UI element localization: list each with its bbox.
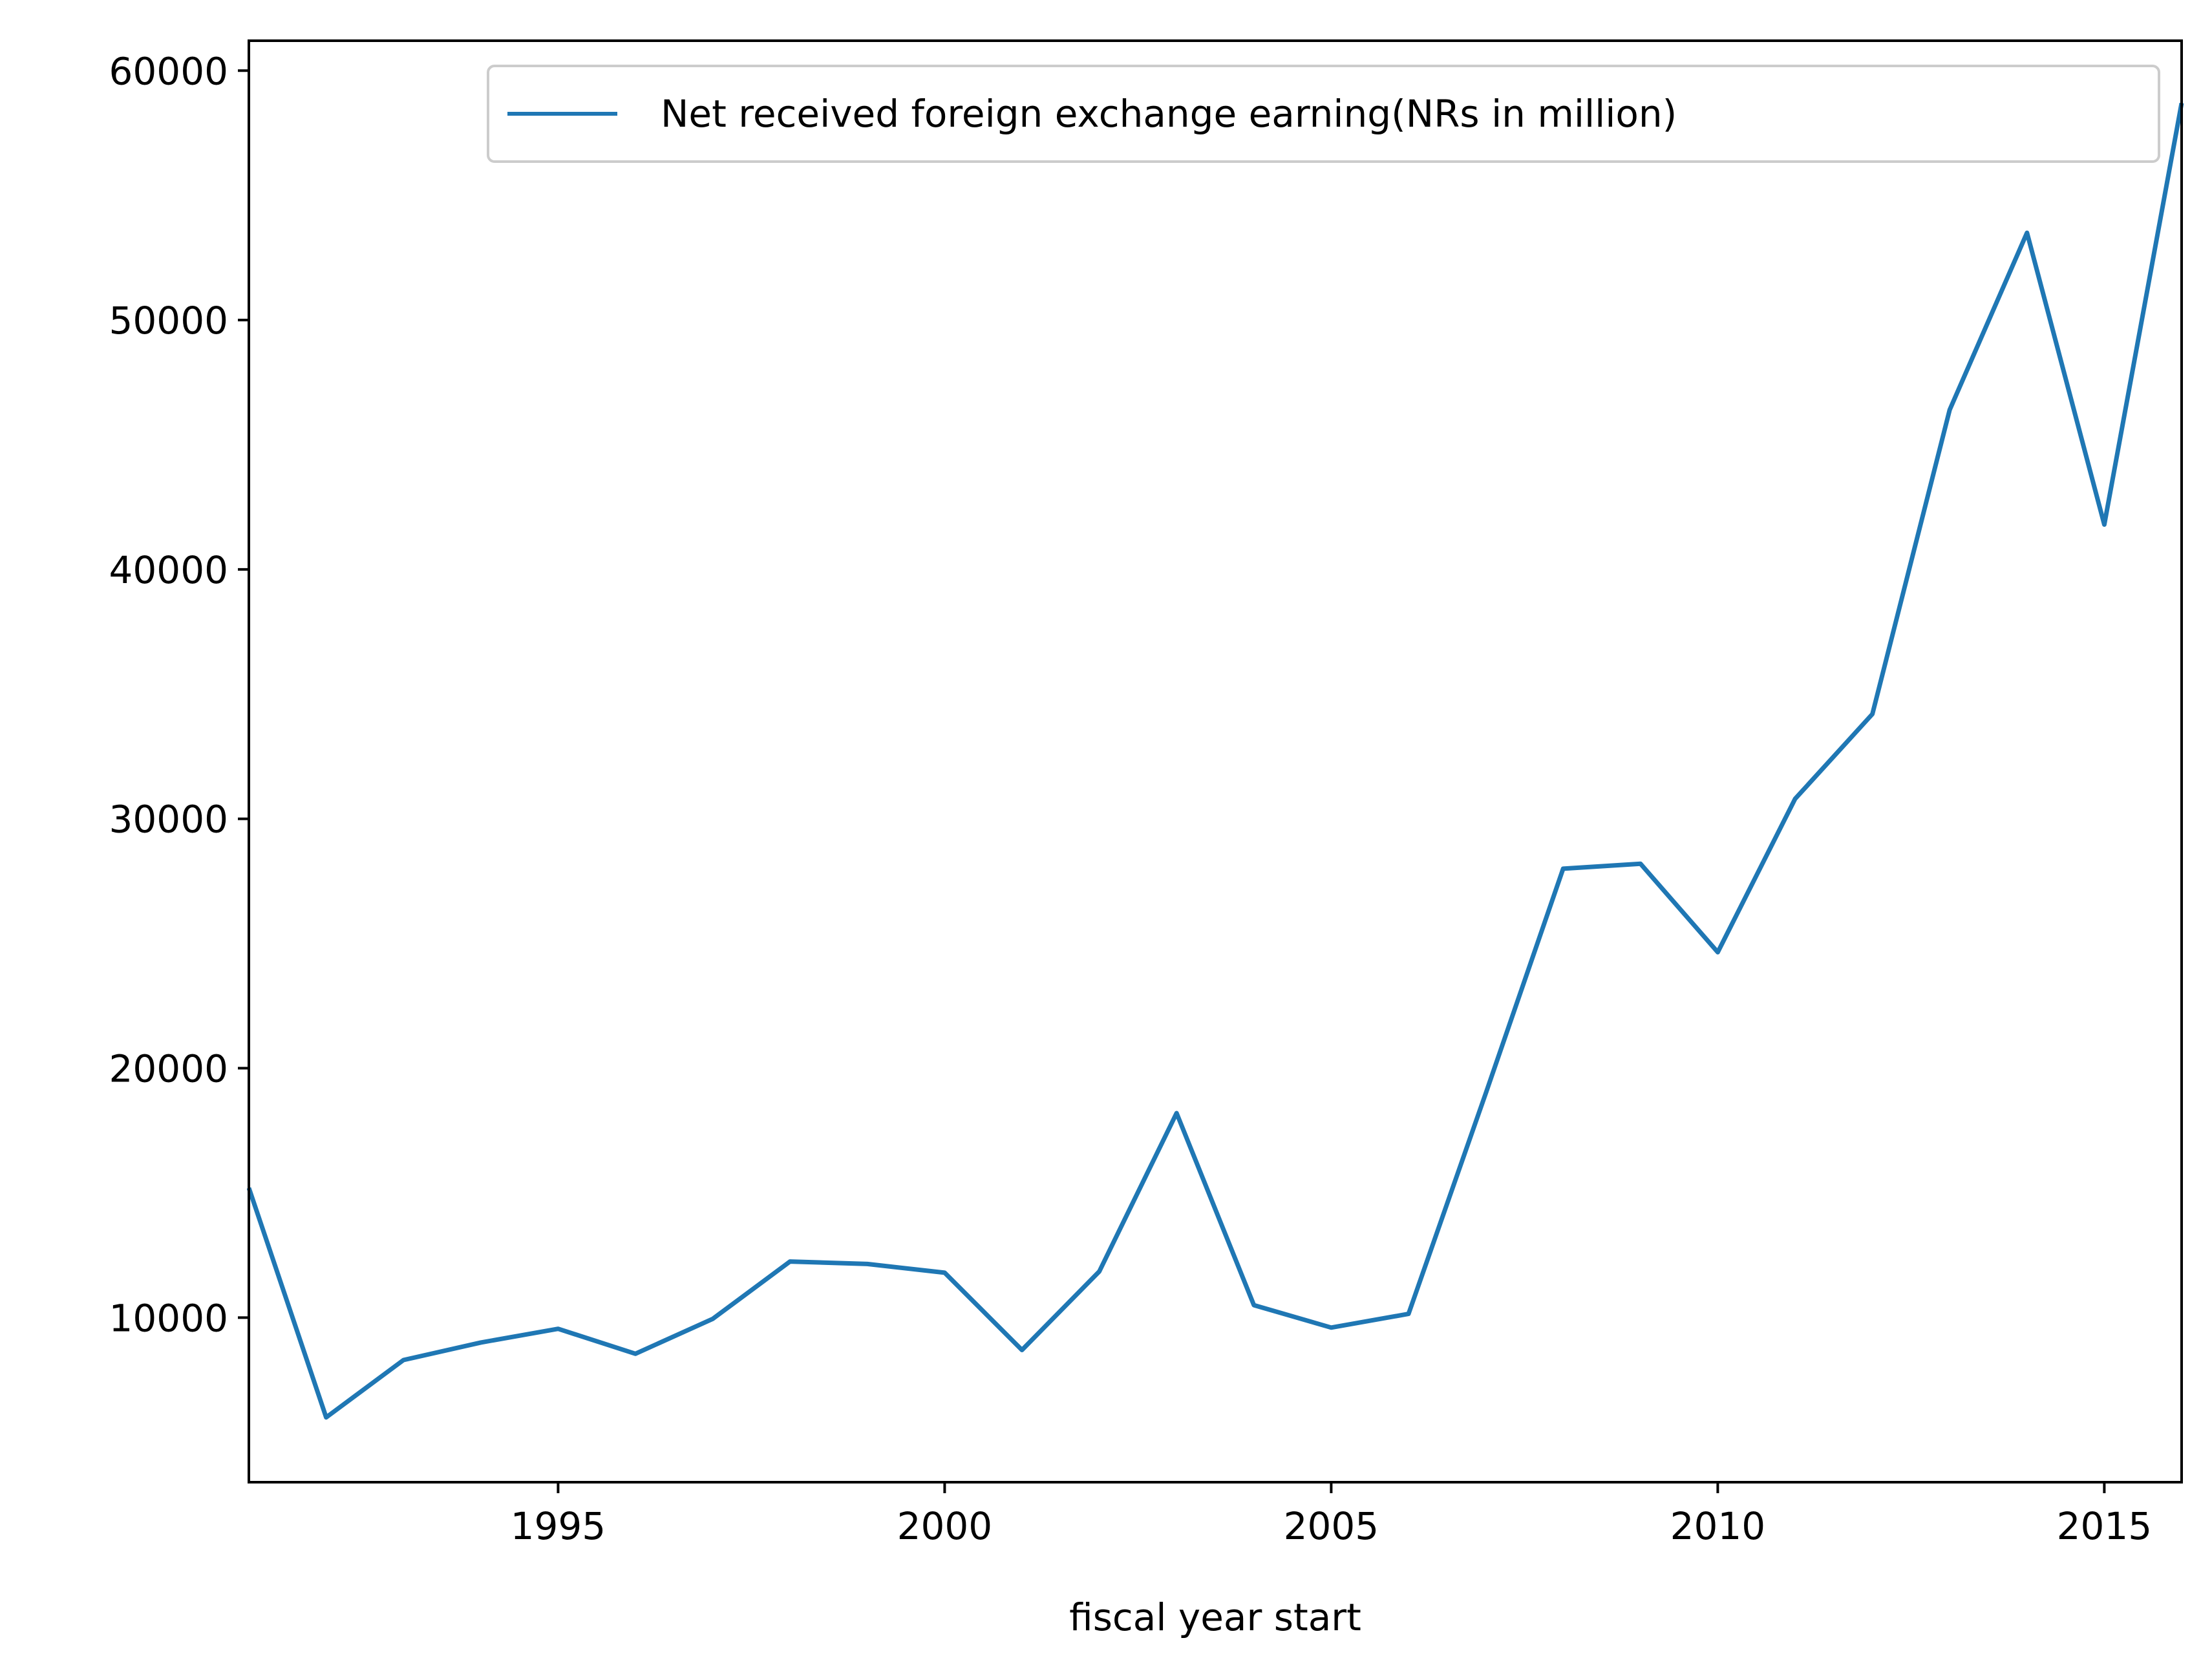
data-point: [1871, 713, 1873, 715]
series-line: [246, 102, 2184, 1420]
x-tick-label: 2015: [2057, 1504, 2153, 1548]
data-point: [2103, 524, 2105, 526]
data-point: [480, 1341, 482, 1343]
data-point: [325, 1416, 327, 1418]
data-point: [1485, 1092, 1487, 1094]
data-point: [557, 1328, 559, 1330]
legend: Net received foreign exchange earning(NR…: [487, 65, 2160, 163]
legend-box: [487, 65, 2160, 163]
plot-area: [249, 41, 2182, 1482]
data-point: [1098, 1270, 1100, 1272]
y-tick-label: 20000: [109, 1047, 228, 1091]
y-tick-label: 10000: [109, 1296, 228, 1340]
data-point: [866, 1263, 868, 1265]
x-tick-label: 2000: [897, 1504, 993, 1548]
data-point: [789, 1260, 791, 1262]
data-point: [1949, 409, 1951, 411]
series-layer: [246, 102, 2184, 1420]
data-point: [2026, 232, 2028, 234]
data-point: [1562, 867, 1564, 869]
y-tick-label: 40000: [109, 548, 228, 592]
x-tick-label: 2010: [1670, 1504, 1766, 1548]
data-point: [1021, 1349, 1023, 1351]
data-point: [403, 1359, 405, 1361]
data-point: [635, 1353, 637, 1355]
data-point: [1253, 1304, 1255, 1306]
legend-label: Net received foreign exchange earning(NR…: [661, 92, 1677, 136]
data-point: [1408, 1313, 1410, 1315]
data-point: [1639, 863, 1641, 865]
y-tick-label: 50000: [109, 299, 228, 343]
data-point: [712, 1318, 714, 1320]
axis-ticks: 1995 2000 2005 2010 2015 10000 20000 30000 40000…: [109, 49, 2152, 1548]
data-point: [1794, 798, 1796, 800]
y-tick-label: 30000: [109, 798, 228, 842]
data-point: [1176, 1112, 1178, 1114]
x-tick-label: 1995: [511, 1504, 606, 1548]
data-point: [1717, 952, 1719, 953]
plot-frame: [248, 39, 2183, 1483]
x-tick-label: 2005: [1284, 1504, 1379, 1548]
x-axis-label: fiscal year start: [1069, 1595, 1361, 1639]
data-point: [944, 1271, 946, 1273]
data-point: [1330, 1326, 1332, 1328]
y-tick-label: 60000: [109, 49, 228, 93]
